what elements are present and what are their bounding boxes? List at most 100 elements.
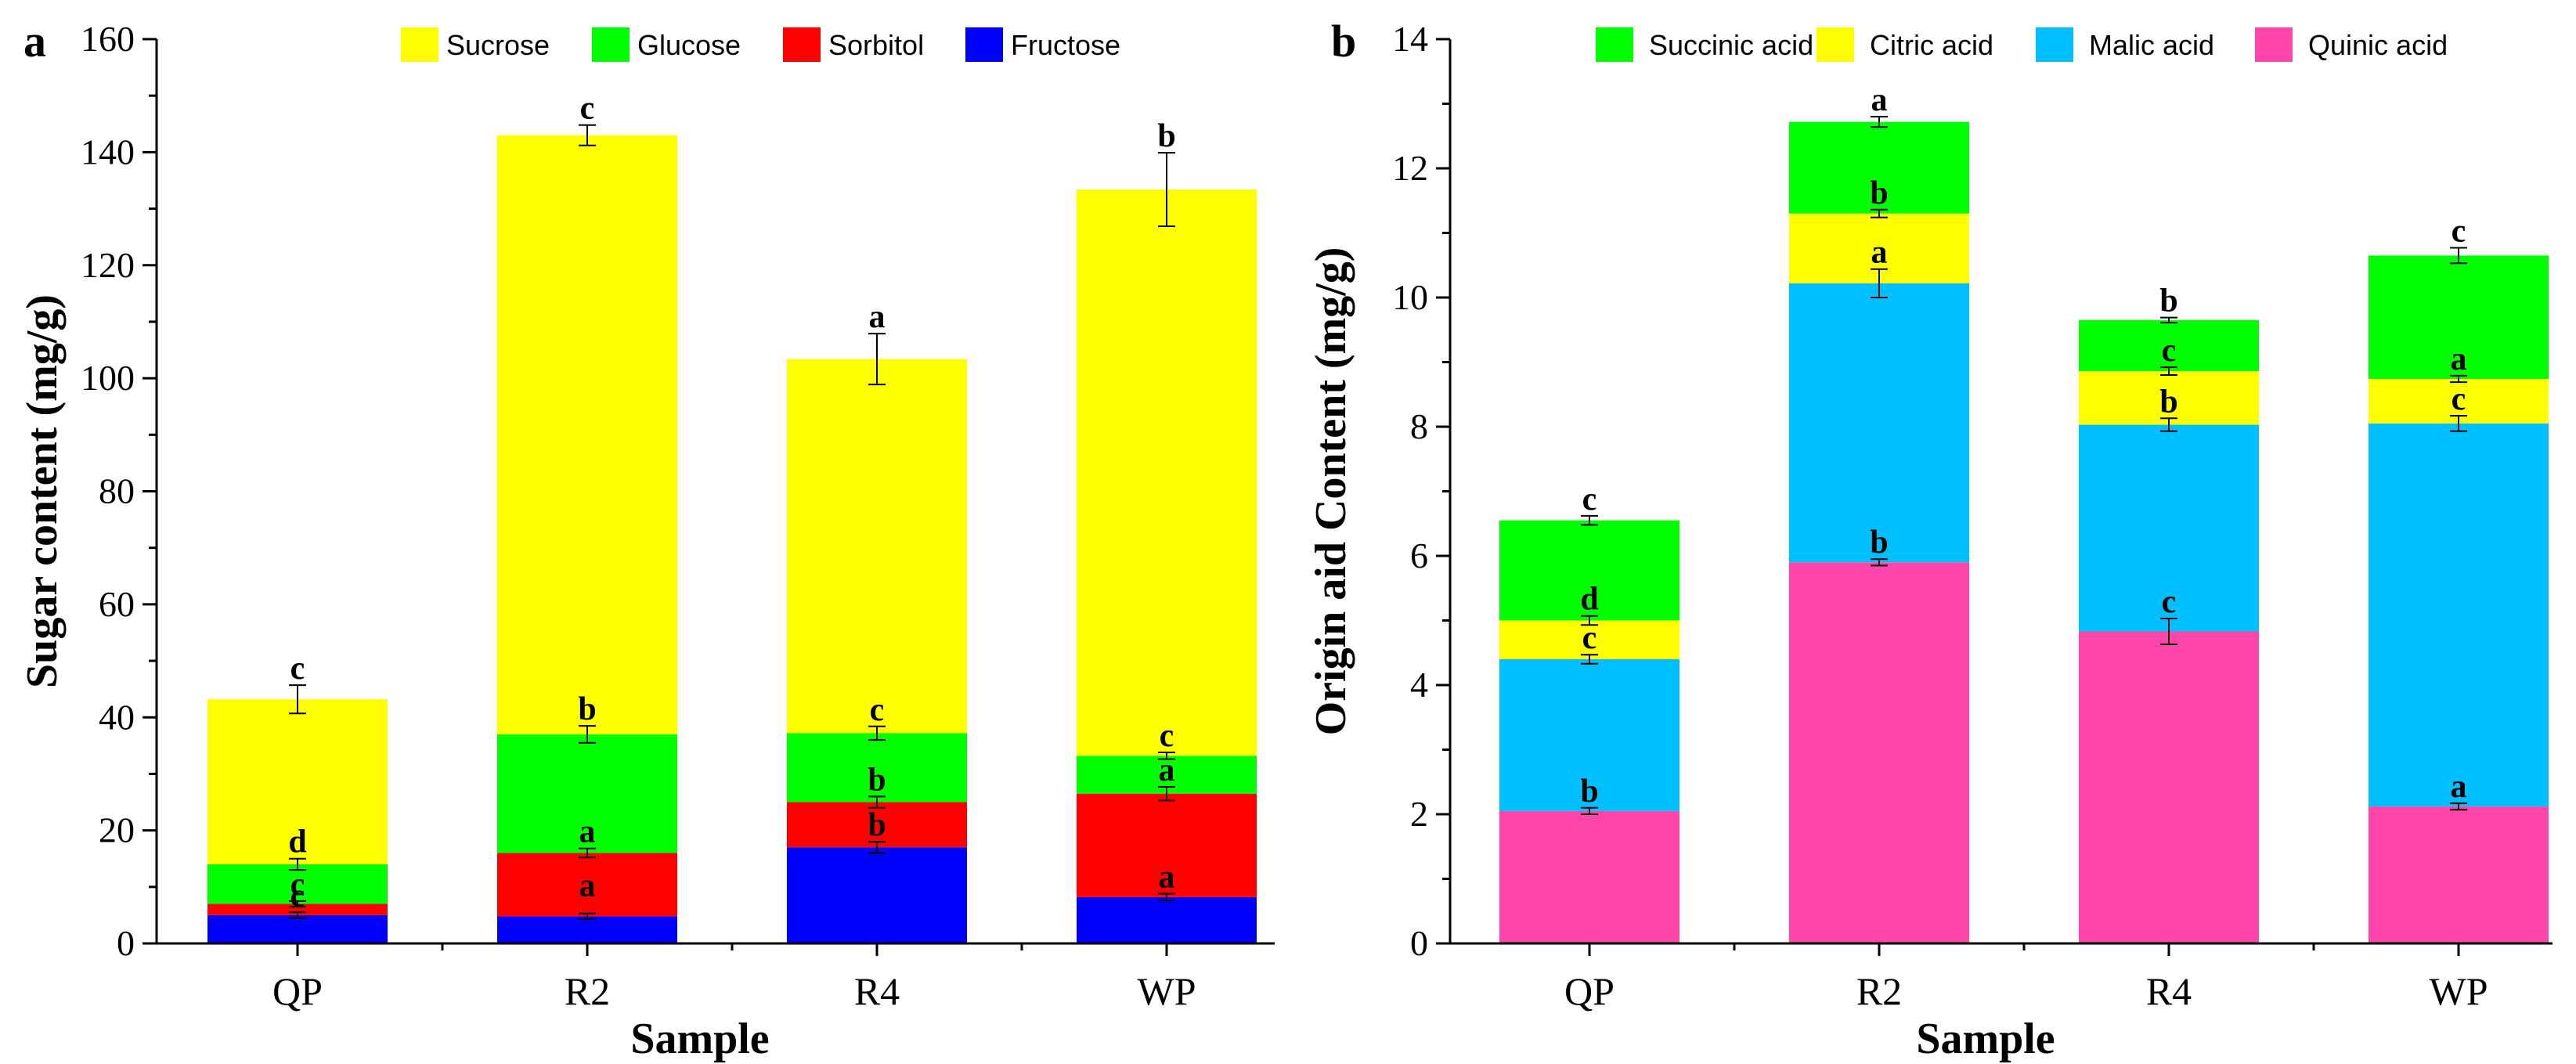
- x-tick-label-qp: QP: [1564, 969, 1615, 1013]
- y-tick-label: 100: [81, 358, 135, 398]
- significance-letter: a: [2451, 769, 2467, 805]
- legend-item: Quinic acid: [2255, 27, 2448, 62]
- bar-sorbitol-wp: [1077, 793, 1257, 897]
- y-tick-label: 160: [81, 19, 135, 59]
- bar-sucrose-r4: [787, 359, 967, 734]
- error-bar: [1581, 514, 1598, 526]
- y-tick-label: 60: [99, 584, 135, 624]
- error-bar: [1158, 786, 1175, 802]
- significance-letter: b: [1870, 175, 1888, 211]
- panel-letter: a: [23, 16, 46, 67]
- x-tick-label-wp: WP: [2430, 969, 2488, 1013]
- y-tick-label: 40: [99, 697, 135, 737]
- bar-quinic-acid-r4: [2079, 631, 2259, 943]
- y-tick-label: 4: [1410, 665, 1428, 705]
- x-tick-label-r4: R4: [854, 969, 900, 1013]
- legend-swatch: [2255, 27, 2293, 62]
- y-tick-label: 2: [1410, 794, 1428, 834]
- panel-letter: b: [1331, 16, 1356, 67]
- error-bar: [289, 684, 306, 715]
- legend-item: Malic acid: [2036, 27, 2214, 62]
- bar-succinic-acid-r4: [2079, 319, 2259, 372]
- error-bar: [1871, 116, 1888, 128]
- significance-letter: b: [2159, 384, 2177, 420]
- error-bar: [2450, 802, 2467, 811]
- bar-fructose-r2: [497, 916, 677, 943]
- y-tick-label: 80: [99, 471, 135, 511]
- error-bar: [1581, 615, 1598, 626]
- legend-label: Succinic acid: [1649, 29, 1813, 61]
- error-bar: [868, 795, 886, 809]
- significance-letter: a: [1871, 235, 1888, 271]
- significance-letter: a: [1159, 859, 1175, 895]
- significance-letter: c: [2162, 584, 2177, 620]
- significance-letter: c: [1160, 718, 1174, 754]
- legend-swatch: [1596, 27, 1633, 62]
- error-bar: [2450, 374, 2467, 384]
- significance-letter: b: [2159, 283, 2177, 319]
- significance-letter: b: [1580, 774, 1598, 810]
- bar-sorbitol-qp: [207, 903, 388, 915]
- bar-quinic-acid-qp: [1499, 810, 1679, 943]
- legend-item: Sorbitol: [783, 27, 924, 62]
- error-bar: [289, 857, 306, 871]
- significance-letter: a: [579, 867, 596, 903]
- x-tick-label-r2: R2: [1856, 969, 1902, 1013]
- x-tick-label-wp: WP: [1138, 969, 1196, 1013]
- error-bar: [1581, 654, 1598, 665]
- error-bar: [868, 725, 886, 741]
- y-tick-label: 12: [1392, 148, 1428, 188]
- significance-letter: a: [1159, 752, 1175, 788]
- y-tick-label: 120: [81, 245, 135, 285]
- significance-letter: c: [870, 692, 885, 728]
- x-axis-title: Sample: [1916, 1015, 2055, 1063]
- significance-letter: a: [869, 299, 886, 335]
- significance-letter: c: [290, 867, 305, 903]
- bar-malic-acid-r4: [2079, 424, 2259, 632]
- error-bar: [1158, 893, 1175, 902]
- significance-letter: c: [1582, 620, 1597, 656]
- error-bar: [579, 847, 596, 859]
- y-tick-label: 14: [1392, 19, 1428, 59]
- legend-item: Succinic acid: [1596, 27, 1813, 62]
- y-tick-label: 140: [81, 132, 135, 171]
- bar-malic-acid-r2: [1789, 283, 1969, 563]
- bar-glucose-r4: [787, 733, 967, 803]
- significance-letter: b: [1157, 118, 1175, 154]
- legend-swatch: [401, 27, 438, 62]
- significance-letter: c: [2452, 381, 2466, 417]
- bar-glucose-r2: [497, 734, 677, 853]
- significance-letter: c: [2162, 333, 2177, 369]
- legend-swatch: [592, 27, 630, 62]
- error-bar: [2450, 247, 2467, 265]
- x-axis-title: Sample: [630, 1015, 769, 1063]
- y-tick-label: 0: [117, 923, 135, 963]
- bar-malic-acid-qp: [1499, 659, 1679, 811]
- error-bar: [2160, 366, 2177, 376]
- bar-malic-acid-wp: [2369, 423, 2549, 807]
- bar-fructose-wp: [1077, 896, 1257, 943]
- y-tick-label: 6: [1410, 536, 1428, 575]
- bar-citric-acid-r4: [2079, 371, 2259, 425]
- significance-letter: c: [2452, 213, 2466, 249]
- y-tick-label: 0: [1410, 923, 1428, 963]
- bar-succinic-acid-wp: [2369, 255, 2549, 379]
- error-bar: [868, 333, 886, 386]
- error-bar: [1871, 268, 1888, 298]
- significance-letter: a: [1871, 82, 1888, 118]
- legend-swatch: [783, 27, 821, 62]
- bar-quinic-acid-wp: [2369, 806, 2549, 943]
- error-bar: [2160, 417, 2177, 432]
- legend-item: Glucose: [592, 27, 741, 62]
- x-tick-label-r4: R4: [2146, 969, 2192, 1013]
- legend-label: Citric acid: [1870, 29, 1993, 61]
- error-bar: [2450, 414, 2467, 432]
- error-bar: [1581, 806, 1598, 815]
- legend-item: Sucrose: [401, 27, 550, 62]
- significance-letter: b: [868, 762, 886, 798]
- significance-letter: c: [290, 878, 305, 914]
- bar-citric-acid-qp: [1499, 620, 1679, 659]
- error-bar: [1871, 208, 1888, 218]
- significance-letter: b: [1870, 525, 1888, 561]
